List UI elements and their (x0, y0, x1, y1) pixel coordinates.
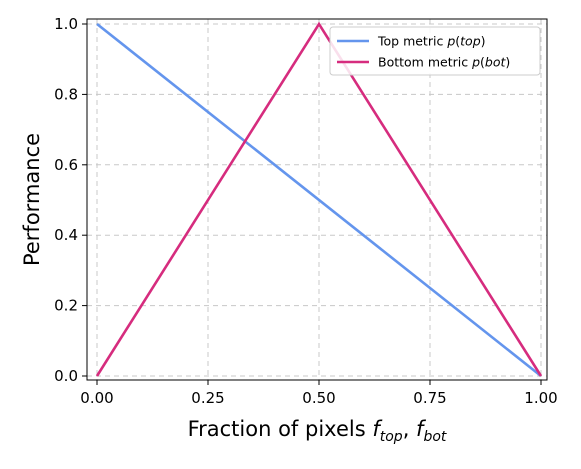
series-line-bottom-metric (95, 21, 543, 377)
y-tick-label-0: 0.0 (54, 367, 78, 385)
x-tick-label-2: 0.50 (302, 389, 335, 407)
y-tick-label-1: 0.2 (54, 297, 78, 315)
x-tick-label-1: 0.25 (191, 389, 224, 407)
x-tick-label-4: 1.00 (524, 389, 557, 407)
plot-frame (86, 18, 548, 381)
legend-entry-top-metric: Top metric p(top) (337, 34, 486, 49)
y-tick-label-2: 0.4 (54, 226, 78, 244)
series-line-top-metric (96, 22, 542, 378)
axis-ticks: 0.00 0.25 0.50 0.75 1.00 0.0 0.2 0.4 0.6 0.8 1.0 (54, 15, 558, 407)
y-axis-label: Performance (20, 133, 44, 266)
legend-entry-bottom-metric: Bottom metric p(bot) (337, 55, 510, 70)
x-axis-label-text: Fraction of pixels (188, 417, 366, 441)
y-tick-label-4: 0.8 (54, 85, 78, 103)
y-tick-label-3: 0.6 (54, 156, 78, 174)
series-lines (95, 21, 543, 378)
x-tick-label-0: 0.00 (80, 389, 113, 407)
legend-label-top-metric: Top metric p(top) (377, 34, 486, 49)
x-tick-label-3: 0.75 (413, 389, 446, 407)
legend: Top metric p(top) Bottom metric p(bot) (329, 26, 541, 76)
y-tick-label-5: 1.0 (54, 15, 78, 33)
x-axis-label: Fraction of pixels ftop, fbot (188, 417, 447, 445)
legend-box (329, 26, 541, 76)
legend-label-bottom-metric: Bottom metric p(bot) (378, 55, 510, 70)
